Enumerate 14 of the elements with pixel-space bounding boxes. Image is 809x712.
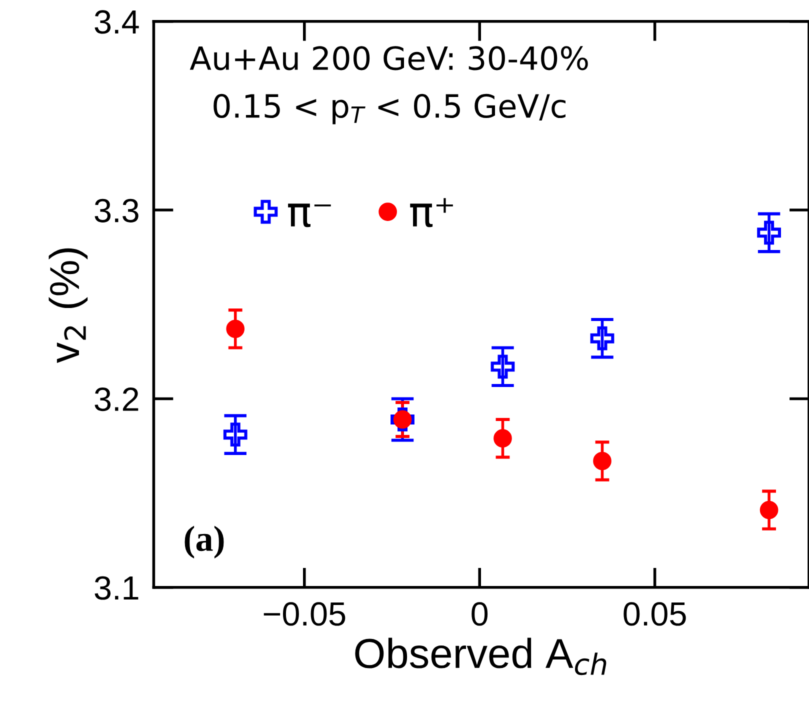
x-tick-label: 0 [472, 602, 488, 626]
legend-label: π⁻ [288, 204, 331, 228]
y-tick-label: 3.3 [94, 198, 138, 222]
annotation: Au+Au 200 GeV: 30-40% [190, 46, 588, 70]
legend-label: π⁺ [410, 198, 453, 228]
annotation: 0.15 < p$_{T}$ < 0.5 GeV/c [214, 94, 566, 124]
x-axis-title: Observed A$_{ch}$ [355, 638, 606, 676]
annotation: (a) [184, 526, 224, 558]
y-tick-label: 3.4 [94, 10, 139, 34]
y-tick-label: 3.2 [94, 388, 138, 412]
y-tick-label: 3.1 [94, 576, 138, 600]
x-tick-label: −0.05 [264, 602, 346, 626]
y-axis-title: v$_{2}$ (%) [48, 248, 88, 363]
x-tick-label: 0.05 [624, 602, 686, 626]
